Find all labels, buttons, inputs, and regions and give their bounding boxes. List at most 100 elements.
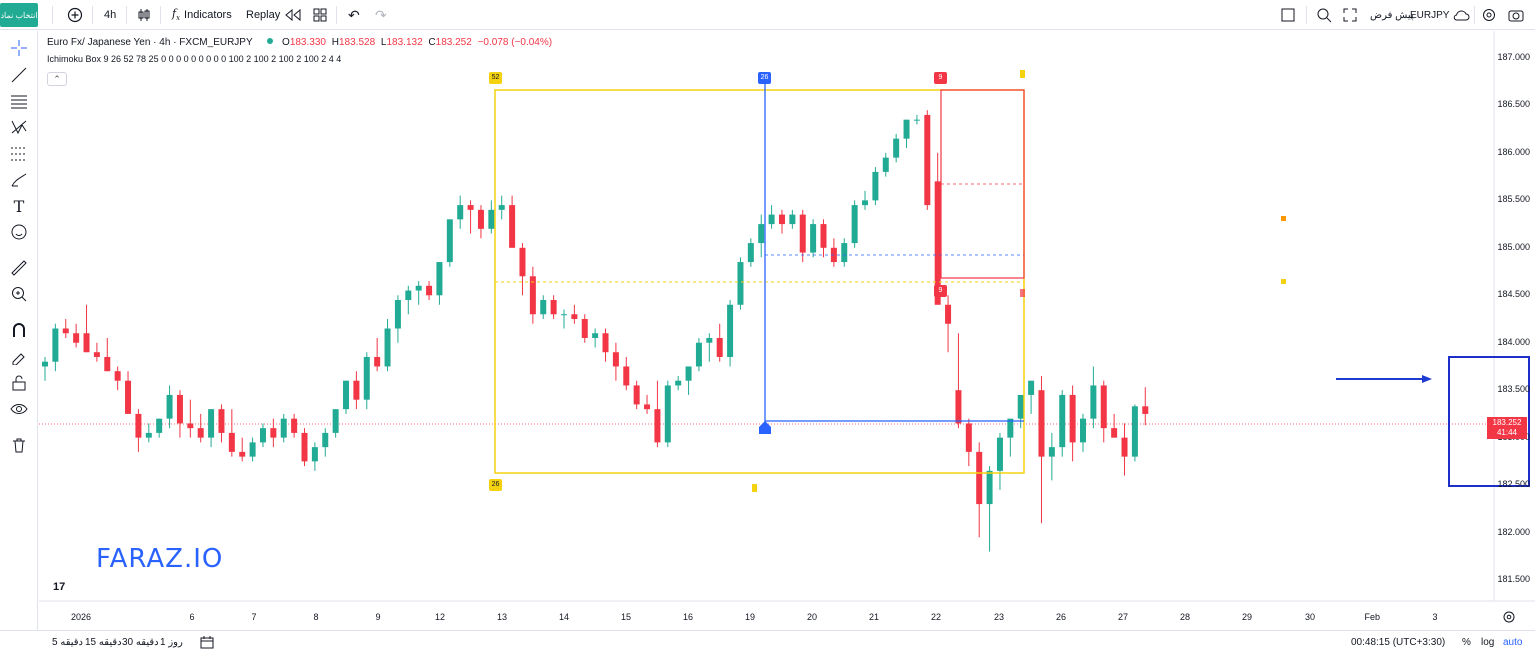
expand-icon[interactable] <box>1343 0 1357 30</box>
settings-gear-icon[interactable] <box>1481 0 1497 30</box>
candle-body <box>727 304 734 357</box>
fib-lines-icon[interactable] <box>8 90 30 112</box>
collapse-legend-button[interactable]: ⌃ <box>47 72 67 86</box>
range-30m[interactable]: 30 دقیقه <box>122 637 159 648</box>
candle-body <box>384 328 391 367</box>
replay-button[interactable]: Replay <box>246 0 302 30</box>
price-tick-label: 184.500 <box>1497 289 1530 300</box>
trash-icon[interactable] <box>8 434 30 456</box>
layout-grid-icon[interactable] <box>313 0 327 30</box>
zoom-in-icon[interactable] <box>8 283 30 305</box>
blue-marker <box>759 421 771 434</box>
candle-body <box>695 342 702 367</box>
candle-body <box>1028 380 1035 395</box>
annotation-rectangle[interactable] <box>1448 356 1530 487</box>
bar-countdown: 41:44 <box>1496 428 1518 437</box>
time-tick-label: 2026 <box>71 612 92 622</box>
candle-body <box>1048 447 1055 457</box>
stay-drawing-icon[interactable] <box>8 345 30 367</box>
calendar-range-icon[interactable] <box>200 635 214 652</box>
candle-style-icon[interactable] <box>136 0 152 30</box>
candle-body <box>332 409 339 433</box>
candle-body <box>851 205 858 244</box>
emoji-icon[interactable] <box>8 221 30 243</box>
candle-body <box>945 304 952 324</box>
price-tick-label: 182.500 <box>1497 479 1530 490</box>
candle-body <box>592 333 599 338</box>
log-toggle[interactable]: log <box>1481 637 1495 648</box>
time-tick-label: 23 <box>994 612 1005 622</box>
candle-body <box>737 262 744 305</box>
candle-body <box>363 356 370 400</box>
range-15m[interactable]: 15 دقیقه <box>85 637 122 648</box>
undo-icon[interactable]: ↶ <box>348 6 360 23</box>
chart-pane[interactable]: 52 26 26 9 9 Euro Fx/ Japanese Yen · 4h … <box>39 31 1535 630</box>
redo-icon[interactable]: ↷ <box>375 6 387 23</box>
text-tool-icon[interactable]: T <box>13 196 25 216</box>
crosshair-icon[interactable] <box>8 37 30 59</box>
box-tag-26-bottom: 26 <box>489 479 502 491</box>
fullscreen-box-icon[interactable] <box>1281 0 1295 30</box>
candle-body <box>602 333 609 353</box>
lock-icon[interactable] <box>8 372 30 394</box>
time-tick-label: 13 <box>497 612 508 622</box>
candle-body <box>1121 437 1128 457</box>
camera-icon[interactable] <box>1508 0 1524 30</box>
cloud-icon[interactable] <box>1452 0 1470 30</box>
candle-body <box>270 428 277 438</box>
auto-toggle[interactable]: auto <box>1503 637 1523 648</box>
candle-body <box>913 119 920 121</box>
candle-body <box>166 394 173 419</box>
brush-icon[interactable] <box>8 169 30 191</box>
candle-body <box>42 361 48 367</box>
indicators-button[interactable]: fx Indicators <box>172 0 232 30</box>
candle-body <box>903 119 910 139</box>
symbol-name[interactable]: EURJPY <box>1410 9 1450 21</box>
divider <box>336 6 337 24</box>
candle-body <box>156 418 163 433</box>
price-tick-label: 185.500 <box>1497 194 1530 205</box>
candle-body <box>104 356 111 372</box>
replay-label: Replay <box>246 9 281 21</box>
candle-body <box>405 290 412 301</box>
magnet-icon[interactable] <box>8 319 30 341</box>
candle-body <box>446 219 453 263</box>
candle-body <box>291 418 298 433</box>
price-tick-label: 183.500 <box>1497 384 1530 395</box>
series-legend[interactable]: Euro Fx/ Japanese Yen · 4h · FXCM_EURJPY… <box>47 37 552 48</box>
ohlc-change: −0.078 (−0.04%) <box>477 37 553 48</box>
eye-icon[interactable] <box>8 398 30 420</box>
range-1d[interactable]: 1 روز <box>160 637 183 648</box>
clock-timezone[interactable]: 00:48:15 (UTC+3:30) <box>1351 637 1446 648</box>
candle-body <box>996 437 1003 471</box>
candle-body <box>924 114 931 206</box>
zoom-search-icon[interactable] <box>1316 0 1332 30</box>
candle-body <box>581 319 588 338</box>
percent-toggle[interactable]: % <box>1462 637 1471 648</box>
range-5m[interactable]: 5 دقیقه <box>52 637 84 648</box>
candle-body <box>187 423 194 429</box>
box-tag-26-blue: 26 <box>758 72 771 84</box>
time-tick-label: 22 <box>931 612 942 622</box>
price-chart[interactable] <box>39 31 1535 630</box>
candle-body <box>52 328 59 362</box>
ruler-icon[interactable] <box>8 257 30 279</box>
trend-line-icon[interactable] <box>8 64 30 86</box>
candle-body <box>550 300 557 315</box>
compare-icon[interactable] <box>66 0 84 30</box>
candle-body <box>83 333 90 353</box>
timeframe-button[interactable]: 4h <box>104 9 117 21</box>
candle-body <box>716 337 723 357</box>
pattern-icon[interactable] <box>8 116 30 138</box>
candle-body <box>644 404 651 410</box>
time-tick-label: 30 <box>1305 612 1316 622</box>
symbol-search-button[interactable]: انتخاب نماد <box>0 3 38 27</box>
prediction-icon[interactable] <box>8 142 30 164</box>
candle-body <box>841 243 848 263</box>
divider <box>1306 6 1307 24</box>
box-tag-52: 52 <box>489 72 502 84</box>
candle-body <box>457 205 464 220</box>
indicator-legend[interactable]: Ichimoku Box 9 26 52 78 25 0 0 0 0 0 0 0… <box>47 54 342 64</box>
time-tick-label: Feb <box>1364 612 1381 622</box>
price-tick-label: 187.000 <box>1497 51 1530 62</box>
